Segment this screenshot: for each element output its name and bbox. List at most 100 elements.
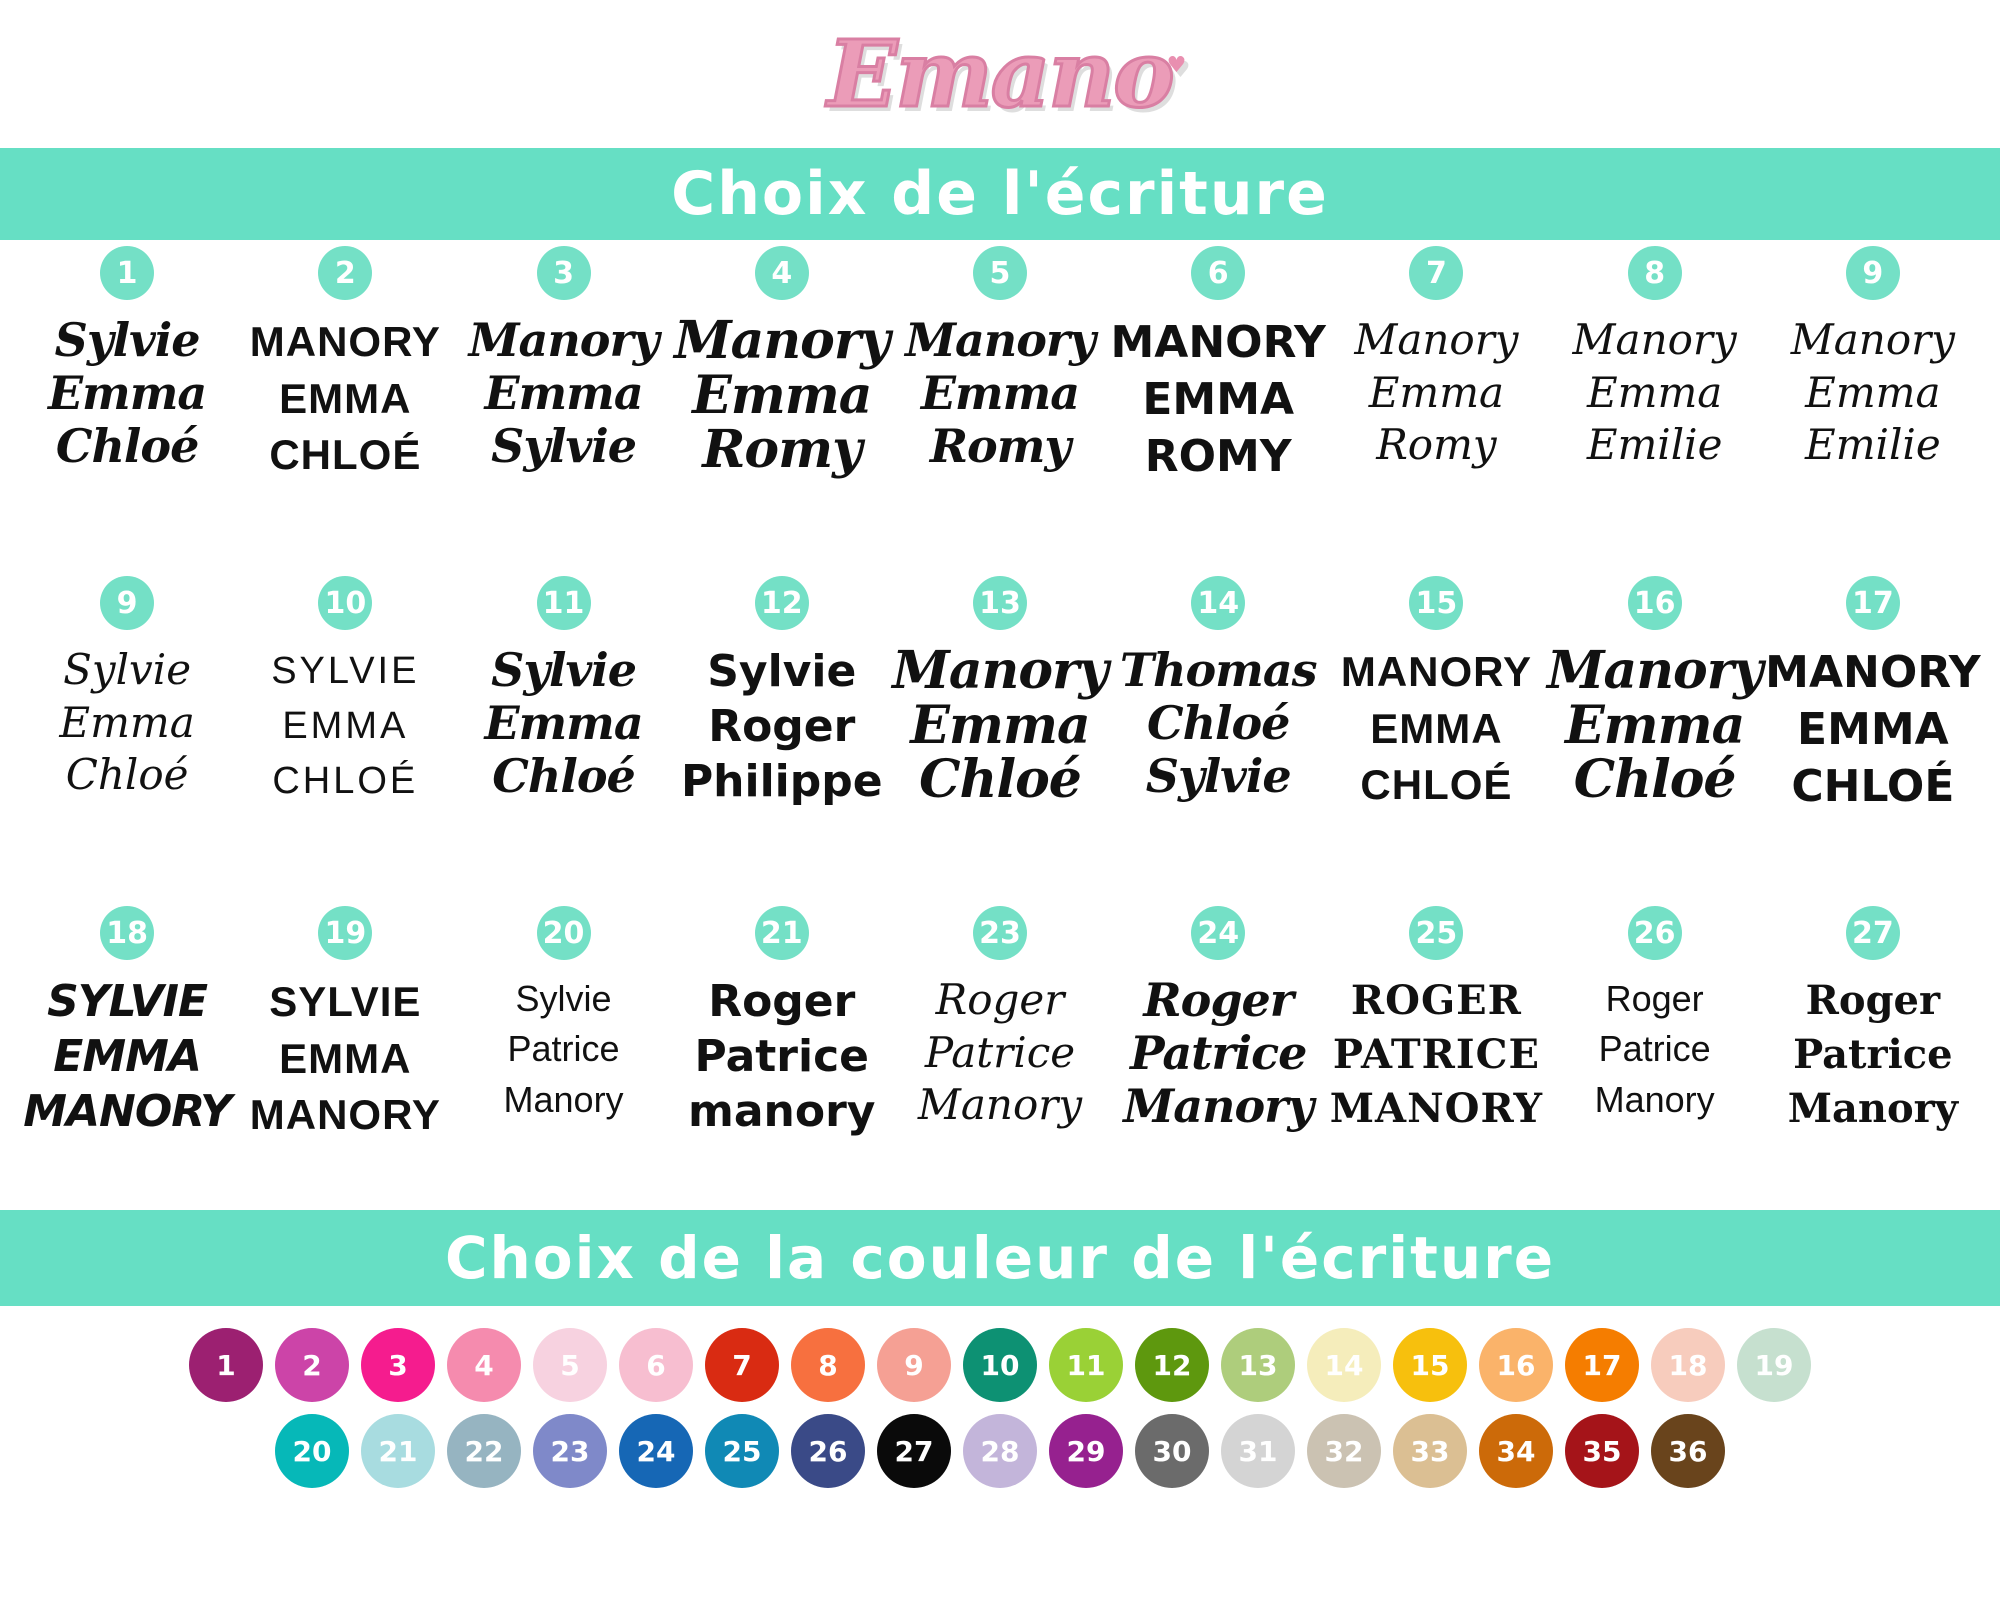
font-sample-line: MANORY [1329, 1085, 1544, 1132]
font-option-9[interactable]: 9 Sylvie Emma Chloé [18, 576, 236, 802]
font-option-18[interactable]: 18 SYLVIE EMMA MANORY [18, 906, 236, 1139]
font-sample-line: EMMA [1797, 704, 1949, 756]
color-swatch-19[interactable]: 19 [1737, 1328, 1811, 1402]
color-swatch-34[interactable]: 34 [1479, 1414, 1553, 1488]
font-number-badge: 23 [972, 906, 1027, 960]
color-swatch-2[interactable]: 2 [275, 1328, 349, 1402]
font-sample-preview: Sylvie Patrice Manory [454, 974, 672, 1125]
color-swatch-23[interactable]: 23 [533, 1414, 607, 1488]
color-swatch-32[interactable]: 32 [1307, 1414, 1381, 1488]
color-swatch-14[interactable]: 14 [1307, 1328, 1381, 1402]
color-swatch-16[interactable]: 16 [1479, 1328, 1553, 1402]
color-swatch-10[interactable]: 10 [963, 1328, 1037, 1402]
font-sample-line: Roger [1805, 977, 1941, 1024]
font-option-17[interactable]: 17 MANORY EMMA CHLOÉ [1764, 576, 1982, 816]
font-option-23[interactable]: 23 Roger Patrice Manory [891, 906, 1109, 1132]
color-swatch-28[interactable]: 28 [963, 1414, 1037, 1488]
font-option-27[interactable]: 27 Roger Patrice Manory [1764, 906, 1982, 1136]
font-sample-preview: MANORY EMMA CHLOÉ [1327, 644, 1545, 814]
font-sample-preview: MANORY EMMA ROMY [1109, 314, 1327, 486]
color-swatch-6[interactable]: 6 [619, 1328, 693, 1402]
font-sample-preview: Manory Emma Romy [1327, 314, 1545, 472]
font-option-9[interactable]: 9 Manory Emma Emilie [1764, 246, 1982, 472]
color-swatch-4[interactable]: 4 [447, 1328, 521, 1402]
color-swatch-3[interactable]: 3 [361, 1328, 435, 1402]
color-swatch-11[interactable]: 11 [1049, 1328, 1123, 1402]
font-sample-preview: Manory Emma Chloé [1546, 640, 1764, 808]
font-option-5[interactable]: 5 Manory Emma Romy [891, 246, 1109, 473]
logo-text: Emano [826, 20, 1176, 128]
font-option-10[interactable]: 10 SYLVIE EMMA CHLOÉ [236, 576, 454, 809]
font-option-15[interactable]: 15 MANORY EMMA CHLOÉ [1327, 576, 1545, 814]
font-number-badge: 1 [100, 246, 155, 300]
font-sample-line: Emma [910, 694, 1090, 756]
font-sample-preview: SYLVIE EMMA MANORY [18, 974, 236, 1139]
font-option-13[interactable]: 13 Manory Emma Chloé [891, 576, 1109, 808]
color-swatch-33[interactable]: 33 [1393, 1414, 1467, 1488]
font-option-26[interactable]: 26 Roger Patrice Manory [1546, 906, 1764, 1125]
font-option-4[interactable]: 4 Manory Emma Romy [673, 246, 891, 478]
font-sample-line: Patrice [1598, 1028, 1711, 1070]
font-option-1[interactable]: 1 Sylvie Emma Chloé [18, 246, 236, 473]
color-swatch-30[interactable]: 30 [1135, 1414, 1209, 1488]
font-option-11[interactable]: 11 Sylvie Emma Chloé [454, 576, 672, 803]
brand-header: Emano ♥ [0, 0, 2000, 148]
font-number-badge: 5 [972, 246, 1027, 300]
color-swatch-29[interactable]: 29 [1049, 1414, 1123, 1488]
color-swatch-35[interactable]: 35 [1565, 1414, 1639, 1488]
color-swatch-26[interactable]: 26 [791, 1414, 865, 1488]
font-option-2[interactable]: 2 MANORY EMMA CHLOÉ [236, 246, 454, 484]
font-option-25[interactable]: 25 ROGER PATRICE MANORY [1327, 906, 1545, 1136]
font-sample-preview: Roger Patrice manory [673, 974, 891, 1139]
font-sample-line: Emma [59, 697, 195, 747]
font-option-12[interactable]: 12 Sylvie Roger Philippe [673, 576, 891, 809]
font-option-20[interactable]: 20 Sylvie Patrice Manory [454, 906, 672, 1125]
font-option-24[interactable]: 24 Roger Patrice Manory [1109, 906, 1327, 1133]
color-swatch-13[interactable]: 13 [1221, 1328, 1295, 1402]
font-sample-preview: Thomas Chloé Sylvie [1109, 644, 1327, 803]
color-swatch-21[interactable]: 21 [361, 1414, 435, 1488]
font-option-14[interactable]: 14 Thomas Chloé Sylvie [1109, 576, 1327, 803]
font-option-8[interactable]: 8 Manory Emma Emilie [1546, 246, 1764, 472]
font-sample-line: CHLOÉ [269, 431, 422, 479]
font-sample-line: MANORY [23, 1086, 232, 1137]
color-swatch-36[interactable]: 36 [1651, 1414, 1725, 1488]
color-swatch-17[interactable]: 17 [1565, 1328, 1639, 1402]
color-swatch-1[interactable]: 1 [189, 1328, 263, 1402]
color-swatch-5[interactable]: 5 [533, 1328, 607, 1402]
font-sample-line: Patrice [924, 1027, 1076, 1077]
font-option-7[interactable]: 7 Manory Emma Romy [1327, 246, 1545, 472]
color-swatch-31[interactable]: 31 [1221, 1414, 1295, 1488]
font-option-21[interactable]: 21 Roger Patrice manory [673, 906, 891, 1139]
color-swatch-12[interactable]: 12 [1135, 1328, 1209, 1402]
color-swatch-7[interactable]: 7 [705, 1328, 779, 1402]
font-sample-preview: SYLVIE EMMA CHLOÉ [236, 644, 454, 809]
font-sample-line: Manory [468, 313, 660, 367]
font-sample-line: Emilie [1805, 420, 1941, 469]
color-swatch-27[interactable]: 27 [877, 1414, 951, 1488]
font-sample-line: SYLVIE [269, 978, 422, 1025]
font-number-badge: 12 [754, 576, 809, 630]
font-option-16[interactable]: 16 Manory Emma Chloé [1546, 576, 1764, 808]
font-option-19[interactable]: 19 SYLVIE EMMA MANORY [236, 906, 454, 1144]
font-sample-line: Romy [1376, 420, 1497, 469]
font-sample-line: Manory [674, 310, 890, 371]
font-sample-line: Patrice [1130, 1025, 1307, 1080]
color-swatch-18[interactable]: 18 [1651, 1328, 1725, 1402]
color-swatch-25[interactable]: 25 [705, 1414, 779, 1488]
font-number-badge: 13 [972, 576, 1027, 630]
color-swatch-8[interactable]: 8 [791, 1328, 865, 1402]
color-swatch-9[interactable]: 9 [877, 1328, 951, 1402]
color-swatch-22[interactable]: 22 [447, 1414, 521, 1488]
font-sample-line: Manory [1546, 640, 1763, 701]
font-option-3[interactable]: 3 Manory Emma Sylvie [454, 246, 672, 473]
color-swatch-24[interactable]: 24 [619, 1414, 693, 1488]
color-swatch-20[interactable]: 20 [275, 1414, 349, 1488]
color-swatch-15[interactable]: 15 [1393, 1328, 1467, 1402]
color-row-2: 20 21 22 23 24 25 26 27 28 29 30 31 32 33 34 35 36 [0, 1408, 2000, 1494]
font-sample-line: Sylvie [491, 418, 637, 473]
font-number-badge: 6 [1191, 246, 1246, 300]
font-sample-preview: Manory Emma Emilie [1764, 314, 1982, 472]
font-option-6[interactable]: 6 MANORY EMMA ROMY [1109, 246, 1327, 486]
